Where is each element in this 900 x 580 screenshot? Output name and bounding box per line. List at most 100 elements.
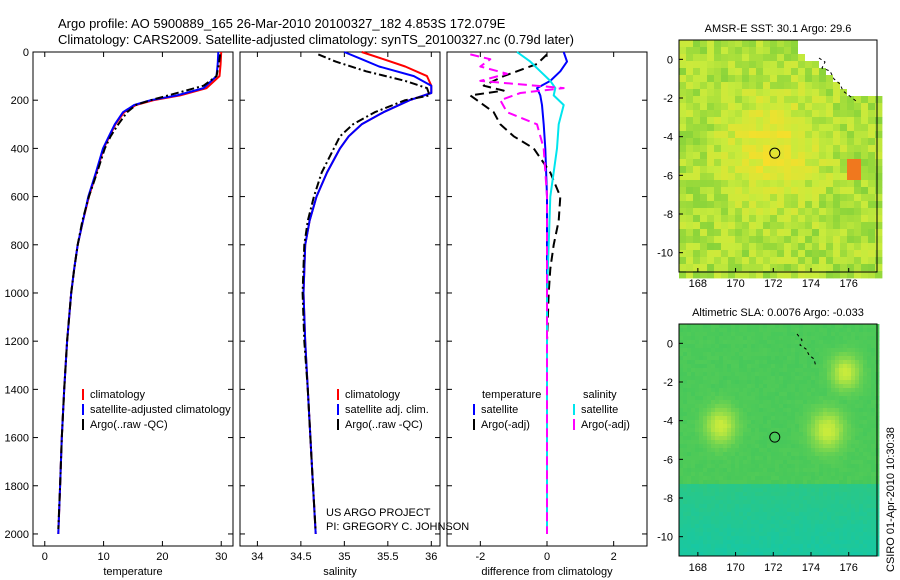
map-cell — [686, 152, 694, 160]
map-cell — [783, 528, 788, 533]
map-cell — [827, 500, 832, 505]
map-cell — [851, 376, 856, 381]
map-cell — [847, 356, 852, 361]
map-cell — [707, 215, 715, 223]
map-cell — [784, 54, 792, 62]
map-cell — [775, 432, 780, 437]
map-cell — [747, 460, 752, 465]
map-cell — [779, 452, 784, 457]
map-cell — [843, 464, 848, 469]
map-cell — [742, 124, 750, 132]
map-cell — [812, 75, 820, 83]
map-cell — [763, 464, 768, 469]
map-cell — [731, 460, 736, 465]
map-cell — [711, 388, 716, 393]
map-cell — [691, 544, 696, 549]
map-cell — [805, 180, 813, 188]
map-cell — [859, 344, 864, 349]
map-cell — [759, 416, 764, 421]
map-cell — [775, 368, 780, 373]
map-cell — [807, 344, 812, 349]
map-cell — [707, 257, 715, 265]
map-cell — [715, 448, 720, 453]
map-cell — [807, 364, 812, 369]
map-cell — [827, 516, 832, 521]
map-cell — [851, 368, 856, 373]
map-cell — [787, 432, 792, 437]
map-cell — [699, 404, 704, 409]
map-cell — [819, 344, 824, 349]
map-cell — [811, 512, 816, 517]
map-cell — [805, 243, 813, 251]
map-cell — [875, 117, 883, 125]
map-cell — [791, 456, 796, 461]
map-cell — [851, 364, 856, 369]
map-cell — [791, 328, 796, 333]
map-cell — [811, 420, 816, 425]
map-cell — [827, 456, 832, 461]
map-cell — [723, 528, 728, 533]
map-cell — [811, 448, 816, 453]
map-cell — [707, 456, 712, 461]
map-cell — [711, 528, 716, 533]
map-cell — [767, 424, 772, 429]
map-cell — [703, 504, 708, 509]
map-cell — [871, 524, 876, 529]
map-cell — [791, 460, 796, 465]
map-cell — [693, 61, 701, 69]
map-cell — [871, 496, 876, 501]
map-cell — [749, 61, 757, 69]
map-cell — [787, 328, 792, 333]
map-cell — [719, 456, 724, 461]
map-cell — [759, 512, 764, 517]
map-cell — [787, 548, 792, 553]
map-cell — [875, 271, 883, 279]
map-cell — [691, 460, 696, 465]
map-cell — [707, 208, 715, 216]
map-cell — [691, 400, 696, 405]
map-cell — [686, 194, 694, 202]
map-cell — [711, 384, 716, 389]
map-cell — [700, 110, 708, 118]
map-cell — [693, 82, 701, 90]
map-cell — [728, 61, 736, 69]
map-cell — [855, 348, 860, 353]
map-cell — [795, 472, 800, 477]
map-cell — [711, 444, 716, 449]
map-cell — [714, 96, 722, 104]
map-cell — [747, 540, 752, 545]
map-cell — [779, 464, 784, 469]
map-cell — [771, 404, 776, 409]
map-cell — [756, 243, 764, 251]
map-cell — [863, 412, 868, 417]
map-cell — [791, 492, 796, 497]
map-cell — [847, 384, 852, 389]
map-cell — [831, 484, 836, 489]
map-cell — [811, 456, 816, 461]
map-cell — [707, 236, 715, 244]
map-cell — [835, 536, 840, 541]
map-cell — [699, 536, 704, 541]
map-cell — [727, 416, 732, 421]
map-cell — [683, 452, 688, 457]
map-cell — [695, 372, 700, 377]
map-cell — [686, 40, 694, 48]
map-cell — [871, 372, 876, 377]
map-cell — [735, 236, 743, 244]
map-cell — [763, 540, 768, 545]
map-cell — [695, 512, 700, 517]
map-cell — [779, 420, 784, 425]
map-cell — [767, 436, 772, 441]
map-cell — [803, 404, 808, 409]
map-cell — [679, 271, 687, 279]
map-cell — [700, 96, 708, 104]
map-cell — [759, 440, 764, 445]
map-cell — [686, 82, 694, 90]
map-cell — [747, 496, 752, 501]
map-cell — [791, 536, 796, 541]
map-cell — [723, 340, 728, 345]
map-cell — [742, 131, 750, 139]
map-cell — [747, 328, 752, 333]
map-cell — [787, 428, 792, 433]
map-cell — [700, 145, 708, 153]
